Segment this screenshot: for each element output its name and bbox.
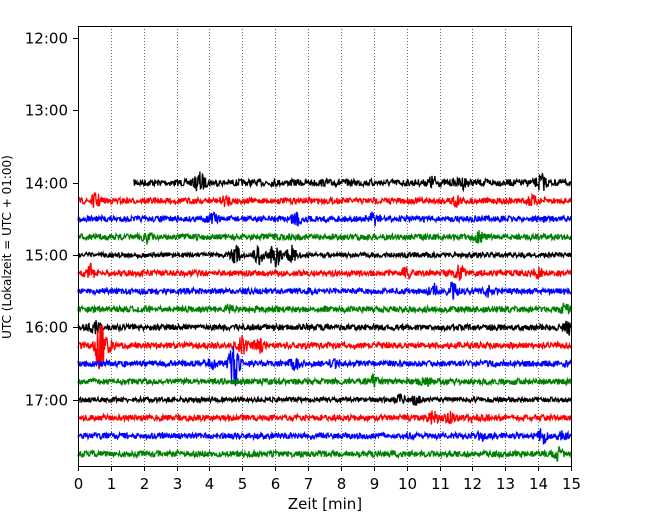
trace-1500 (77, 244, 572, 268)
trace-1615 (77, 325, 572, 370)
trace-1515 (77, 262, 572, 282)
trace-1530 (77, 281, 572, 300)
trace-1745 (77, 445, 572, 462)
trace-1630 (77, 346, 572, 387)
trace-1715 (77, 410, 572, 425)
x-tick-label: 13 (496, 475, 515, 493)
x-axis-ticks: 0 1 2 3 4 5 6 7 8 9 10 11 12 13 14 15 (74, 466, 581, 493)
x-tick-label: 3 (173, 475, 183, 493)
x-tick-label: 1 (107, 475, 117, 493)
x-tick-label: 11 (431, 475, 450, 493)
y-tick-label: 13:00 (25, 102, 68, 120)
plot-frame (78, 26, 572, 467)
y-tick-label: 15:00 (25, 247, 68, 265)
x-tick-label: 10 (398, 475, 417, 493)
y-axis-ticks: 12:00 13:00 14:00 15:00 16:00 17:00 (25, 30, 78, 410)
grid-lines (111, 26, 539, 466)
x-tick-label: 8 (337, 475, 347, 493)
trace-1645 (77, 372, 572, 388)
trace-1415 (77, 192, 572, 208)
x-tick-label: 6 (271, 475, 281, 493)
seismogram-traces (77, 171, 572, 462)
y-tick-label: 16:00 (25, 319, 68, 337)
trace-1600 (77, 320, 572, 336)
y-tick-label: 14:00 (25, 175, 68, 193)
trace-1430 (77, 211, 572, 227)
x-tick-label: 0 (74, 475, 84, 493)
x-tick-label: 12 (463, 475, 482, 493)
trace-1445 (77, 230, 572, 247)
y-tick-label: 12:00 (25, 30, 68, 48)
x-tick-label: 7 (304, 475, 314, 493)
trace-1400 (133, 171, 572, 193)
x-tick-label: 9 (370, 475, 380, 493)
x-axis-label: Zeit [min] (288, 495, 362, 513)
x-tick-label: 14 (529, 475, 548, 493)
x-tick-label: 2 (140, 475, 150, 493)
y-tick-label: 17:00 (25, 392, 68, 410)
trace-1545 (77, 302, 572, 315)
x-tick-label: 15 (562, 475, 581, 493)
y-axis-label: UTC (Lokalzeit = UTC + 01:00) (0, 155, 14, 339)
x-tick-label: 4 (205, 475, 215, 493)
x-tick-label: 5 (238, 475, 248, 493)
trace-1700 (77, 393, 572, 407)
trace-1730 (77, 428, 572, 445)
